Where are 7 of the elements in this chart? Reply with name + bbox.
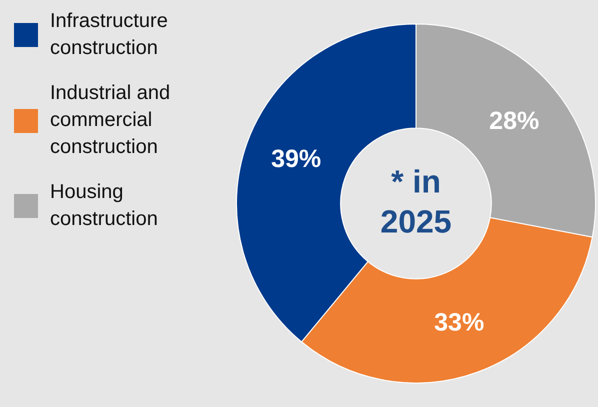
data-label: 33% (434, 308, 484, 336)
legend-label: Housing construction (50, 180, 159, 232)
legend-label: Infrastructure construction (50, 9, 169, 61)
data-label: 39% (271, 145, 322, 174)
legend-label: Industrial and commercial construction (50, 81, 172, 160)
data-label: 28% (489, 107, 540, 136)
text: * in 2025 (380, 163, 452, 240)
